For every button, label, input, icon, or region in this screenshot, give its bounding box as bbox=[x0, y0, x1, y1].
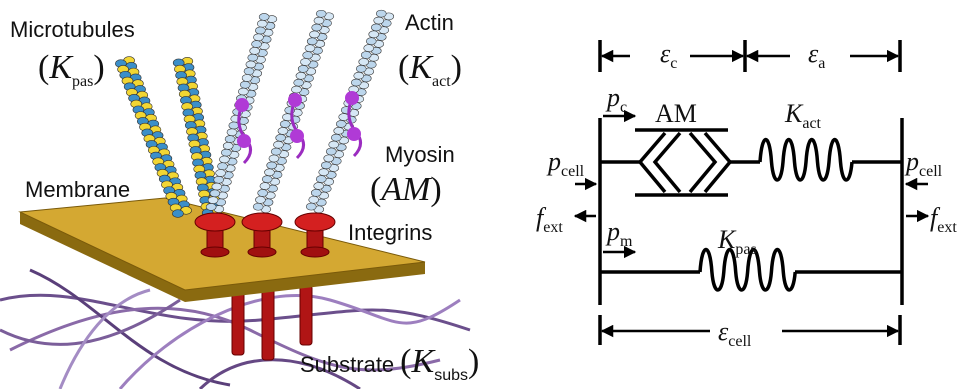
integrin-foot bbox=[248, 247, 276, 257]
integrin-head bbox=[295, 213, 335, 231]
integrin-head bbox=[242, 213, 282, 231]
p-m: pm bbox=[605, 217, 633, 250]
myosin-head bbox=[235, 98, 249, 112]
integrins-label: Integrins bbox=[348, 220, 432, 245]
myosin-head bbox=[288, 93, 302, 107]
myosin-label: Myosin bbox=[385, 142, 455, 167]
substrate-label: Substrate(Ksubs) bbox=[300, 343, 479, 384]
p-cell-right: pcell bbox=[904, 147, 943, 180]
actin-k: (Kact) bbox=[398, 49, 462, 90]
figure: Microtubules (Kpas) Actin (Kact) Myosin … bbox=[0, 0, 979, 389]
myosin-head bbox=[345, 91, 359, 105]
f-ext-right: fext bbox=[930, 203, 957, 236]
actin-label: Actin bbox=[405, 10, 454, 35]
myosin-head bbox=[237, 134, 251, 148]
integrin-stems bbox=[232, 285, 312, 360]
strain-c: εc bbox=[660, 39, 677, 72]
k-pas: Kpas bbox=[717, 225, 757, 258]
integrin-head bbox=[195, 213, 235, 231]
cytoskeleton bbox=[115, 10, 393, 217]
k-act: Kact bbox=[784, 99, 822, 132]
integrins bbox=[195, 213, 335, 257]
microtubules-k: (Kpas) bbox=[38, 49, 105, 90]
integrin-foot bbox=[301, 247, 329, 257]
strain-cell: εcell bbox=[718, 317, 752, 350]
p-c: pc bbox=[605, 83, 627, 116]
p-cell-left: pcell bbox=[546, 147, 585, 180]
membrane-label: Membrane bbox=[25, 177, 130, 202]
model-diagram bbox=[575, 40, 928, 345]
myosin-head bbox=[290, 129, 304, 143]
strain-a: εa bbox=[808, 39, 825, 72]
integrin-foot bbox=[201, 247, 229, 257]
f-ext-left: fext bbox=[536, 203, 563, 236]
microtubules-label: Microtubules bbox=[10, 17, 135, 42]
am-label: AM bbox=[655, 99, 697, 128]
myosin-am: (AM) bbox=[370, 171, 442, 208]
myosin-head bbox=[347, 127, 361, 141]
